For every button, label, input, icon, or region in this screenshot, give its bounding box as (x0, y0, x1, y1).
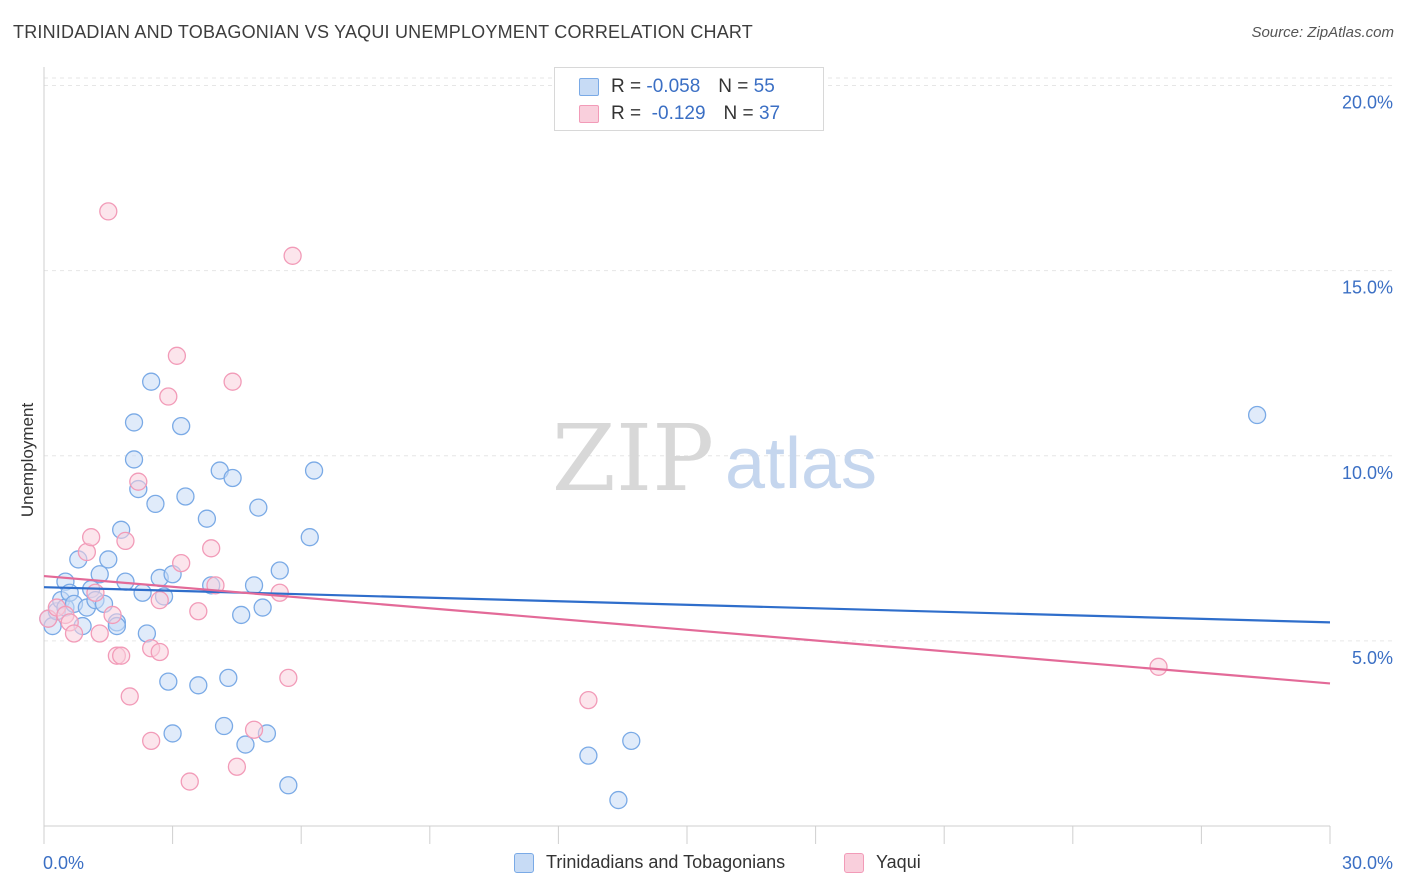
point-trinidadian (236, 735, 255, 754)
point-yaqui (103, 605, 122, 625)
point-yaqui (159, 387, 178, 406)
point-yaqui (244, 720, 264, 739)
point-trinidadian (172, 416, 191, 436)
point-trinidadian (253, 598, 272, 617)
legend-item-trinidadian[interactable]: Trinidadians and Tobagonians (514, 852, 785, 873)
point-yaqui (116, 531, 135, 551)
point-yaqui (150, 591, 169, 610)
r-label: R = (611, 76, 642, 97)
point-trinidadian (300, 528, 319, 547)
legend-label: Yaqui (876, 852, 921, 872)
legend-swatch-pink (579, 105, 599, 123)
gridlines (44, 77, 1394, 642)
tick-labels: 5.0% 10.0% 15.0% 20.0% 0.0% 30.0% (43, 93, 1393, 873)
point-trinidadian (159, 672, 178, 691)
point-yaqui (112, 646, 131, 665)
point-trinidadian (189, 676, 208, 695)
stats-row-yaqui: R = -0.129 N = 37 (579, 102, 780, 126)
trend-lines (43, 574, 1331, 685)
series-legend: Trinidadians and Tobagonians Yaqui (0, 852, 1406, 878)
x-tick-label: 0.0% (43, 853, 84, 873)
point-yaqui (227, 757, 247, 776)
point-yaqui (82, 528, 101, 547)
watermark-zip: ZIP (552, 405, 714, 512)
point-trinidadian (232, 605, 251, 625)
r-label: R = (611, 103, 642, 124)
y-tick-label: 10.0% (1342, 463, 1393, 483)
point-trinidadian (197, 509, 217, 528)
point-trinidadian (1247, 405, 1267, 425)
point-trinidadian (90, 565, 109, 584)
chart-title: TRINIDADIAN AND TOBAGONIAN VS YAQUI UNEM… (13, 22, 753, 42)
point-trinidadian (223, 468, 242, 488)
n-value: 37 (758, 103, 781, 124)
point-yaqui (142, 731, 161, 750)
n-value: 55 (753, 76, 775, 97)
point-yaqui (86, 583, 105, 602)
point-trinidadian (279, 776, 298, 795)
point-yaqui (120, 687, 139, 706)
point-trinidadian (609, 790, 628, 810)
r-value: -0.058 (646, 76, 701, 97)
y-tick-label: 5.0% (1352, 648, 1393, 668)
point-trinidadian (622, 731, 641, 750)
point-yaqui (167, 346, 187, 365)
point-yaqui (283, 246, 302, 265)
x-tick-label: 30.0% (1342, 853, 1393, 873)
point-trinidadian (142, 372, 161, 391)
point-yaqui (172, 553, 191, 573)
point-trinidadian (99, 550, 118, 569)
trend-line-yaqui (43, 574, 1331, 685)
axes (43, 67, 1331, 844)
legend-swatch-blue (579, 78, 599, 96)
point-yaqui (202, 539, 221, 558)
point-trinidadian (244, 576, 264, 595)
stats-row-trinidadian: R = -0.058 N = 55 (579, 75, 775, 99)
point-trinidadian (270, 561, 289, 580)
point-yaqui (90, 624, 109, 643)
point-yaqui (99, 202, 118, 221)
stats-legend: R = -0.058 N = 55 R = -0.129 N = 37 (554, 67, 824, 131)
point-yaqui (1149, 657, 1168, 676)
n-label: N = (723, 103, 754, 124)
point-yaqui (150, 642, 169, 662)
point-trinidadian (124, 450, 144, 469)
point-trinidadian (163, 724, 182, 743)
point-trinidadian (176, 487, 195, 506)
point-trinidadian (304, 461, 324, 480)
point-trinidadian (133, 583, 152, 602)
y-tick-label: 15.0% (1342, 278, 1393, 298)
r-value: -0.129 (651, 103, 706, 124)
point-trinidadian (124, 413, 144, 432)
point-yaqui (180, 772, 199, 791)
point-yaqui (223, 372, 242, 391)
point-yaqui (279, 668, 298, 688)
point-trinidadian (219, 668, 238, 688)
point-trinidadian (214, 716, 234, 736)
legend-swatch-pink (844, 852, 864, 873)
legend-swatch-blue (514, 852, 534, 873)
point-yaqui (189, 602, 208, 621)
source-label: Source: ZipAtlas.com (1251, 24, 1394, 41)
legend-label: Trinidadians and Tobagonians (546, 852, 786, 872)
legend-item-yaqui[interactable]: Yaqui (844, 852, 921, 873)
point-trinidadian (146, 494, 165, 514)
point-yaqui (64, 624, 84, 643)
data-points (39, 202, 1267, 810)
point-yaqui (579, 690, 598, 710)
point-yaqui (129, 472, 148, 491)
n-label: N = (718, 76, 749, 97)
watermark: ZIP atlas (552, 405, 877, 512)
point-trinidadian (249, 498, 268, 517)
watermark-atlas: atlas (725, 424, 877, 504)
y-tick-label: 20.0% (1342, 93, 1393, 113)
point-trinidadian (579, 746, 598, 765)
